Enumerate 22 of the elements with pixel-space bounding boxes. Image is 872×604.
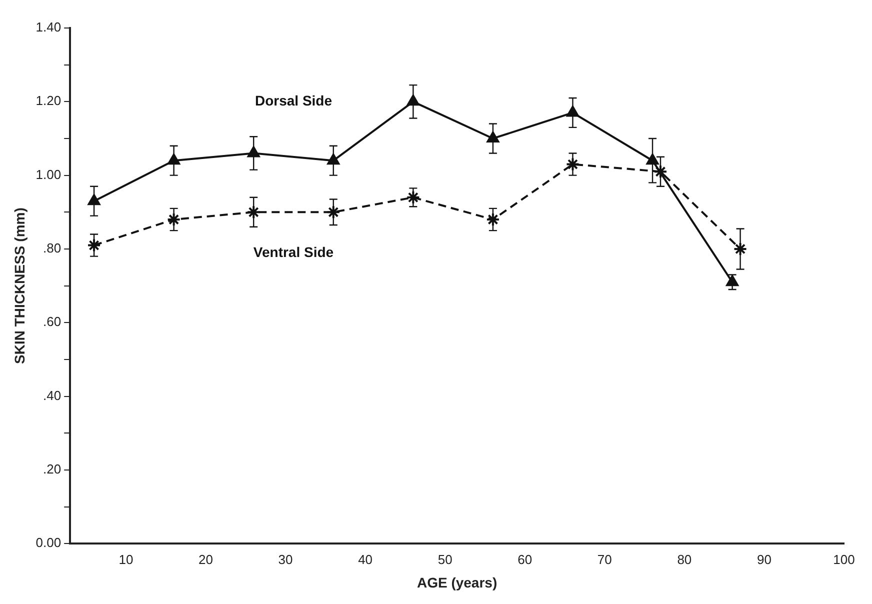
x-tick-label: 60 xyxy=(518,552,532,567)
y-axis-title: SKIN THICKNESS (mm) xyxy=(11,208,28,364)
y-tick-label: .40 xyxy=(43,388,62,403)
y-tick-label: .80 xyxy=(43,240,62,256)
y-tick-label: .60 xyxy=(43,314,62,330)
x-tick-label: 40 xyxy=(358,552,373,567)
x-tick-label: 50 xyxy=(438,552,452,567)
x-tick-label: 20 xyxy=(198,552,213,567)
x-tick-label: 10 xyxy=(118,552,134,567)
text: Dorsal Side xyxy=(254,92,332,109)
x-tick-label: 80 xyxy=(677,552,692,567)
y-tick-label: 1.00 xyxy=(36,166,62,182)
series-label: Ventral Side xyxy=(253,244,334,260)
x-tick-label: 30 xyxy=(278,552,293,567)
y-tick-label: 1.20 xyxy=(36,93,62,108)
x-tick-label: 100 xyxy=(833,552,855,567)
x-axis-title: AGE (years) xyxy=(416,574,498,590)
y-tick-label: 0.00 xyxy=(36,535,62,550)
x-tick-label: 70 xyxy=(597,552,612,567)
y-tick-label: .20 xyxy=(43,462,62,477)
y-tick-label: 1.40 xyxy=(36,20,62,35)
x-tick-label: 90 xyxy=(756,552,772,567)
